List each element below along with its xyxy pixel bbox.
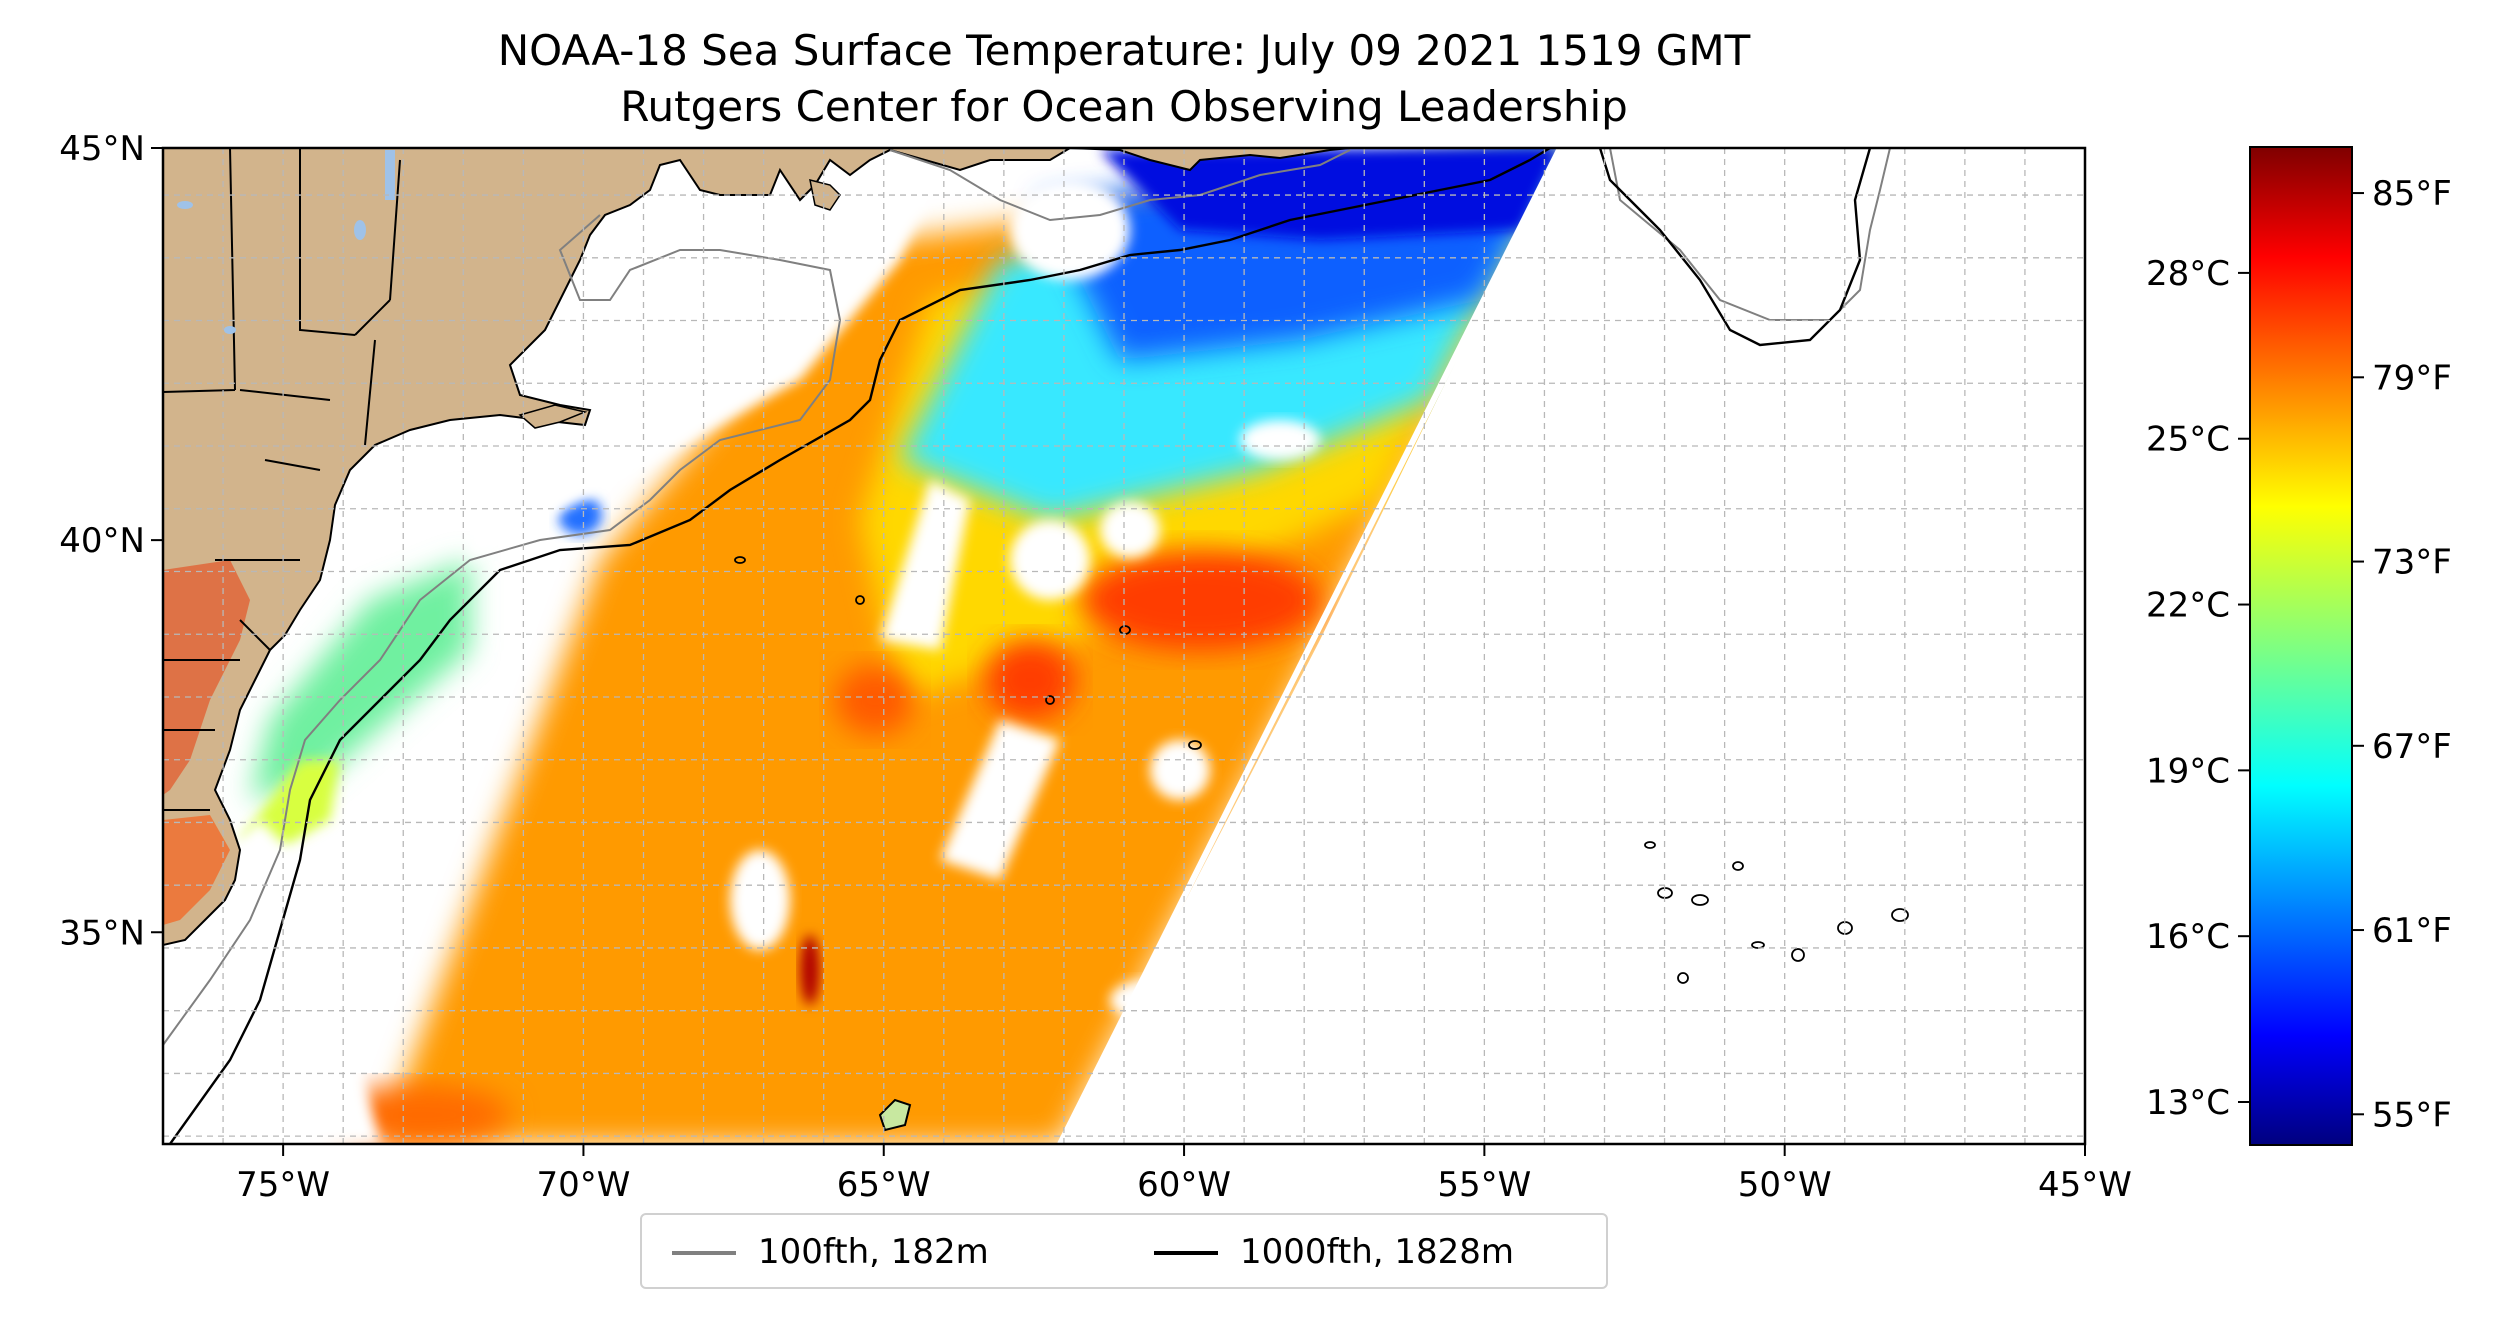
- colorbar: [2249, 146, 2353, 1146]
- lon-tick-label: 55°W: [1437, 1165, 1531, 1205]
- colorbar-f-tick-label: 85°F: [2372, 174, 2452, 214]
- legend: 100fth, 182m 1000fth, 1828m: [640, 1213, 1608, 1289]
- colorbar-c-tick-label: 13°C: [2146, 1083, 2230, 1123]
- contour-100fth: [163, 214, 842, 1046]
- lon-tick-label: 75°W: [236, 1165, 330, 1205]
- lat-tick-label: 35°N: [59, 913, 145, 953]
- chart-title: NOAA-18 Sea Surface Temperature: July 09…: [497, 26, 1751, 75]
- land-mass: [163, 148, 1351, 947]
- contour-1000fth: [169, 148, 1551, 1144]
- lon-tick-label: 50°W: [1738, 1165, 1832, 1205]
- legend-swatch-1000fth: [1154, 1251, 1218, 1255]
- lon-tick-label: 65°W: [837, 1165, 931, 1205]
- lat-tick-label: 45°N: [59, 129, 145, 169]
- legend-label-1000fth: 1000fth, 1828m: [1240, 1232, 1515, 1272]
- map-axis-ticks: 75°W 70°W 65°W 60°W 55°W 50°W 45°W 45°N 40°N 35°N: [59, 129, 2132, 1205]
- map-frame: [161, 146, 2087, 1146]
- north-america-land: [163, 148, 1072, 947]
- colorbar-ticks: 85°F 79°F 73°F 67°F 61°F 55°F 28°C 25°C 22°C 19°C…: [2146, 174, 2452, 1135]
- chesapeake-bay: [163, 560, 250, 795]
- colorbar-c-tick-label: 19°C: [2146, 751, 2230, 791]
- long-island: [518, 404, 588, 429]
- lat-tick-label: 40°N: [59, 521, 145, 561]
- colorbar-c-tick-label: 25°C: [2146, 420, 2230, 460]
- sst-imagery: [163, 148, 2085, 1144]
- colorbar-c-tick-label: 16°C: [2146, 917, 2230, 957]
- depth-contours: [163, 148, 1909, 1144]
- colorbar-f-tick-label: 61°F: [2372, 911, 2452, 951]
- lon-tick-label: 60°W: [1137, 1165, 1231, 1205]
- colorbar-c-tick-label: 22°C: [2146, 586, 2230, 626]
- chart-subtitle: Rutgers Center for Ocean Observing Leade…: [620, 82, 1628, 131]
- map-gridlines: [163, 148, 2085, 1144]
- legend-swatch-100fth: [672, 1251, 736, 1255]
- colorbar-c-tick-label: 28°C: [2146, 254, 2230, 294]
- lon-tick-label: 70°W: [536, 1165, 630, 1205]
- legend-label-100fth: 100fth, 182m: [758, 1232, 989, 1272]
- map-plot-area: [163, 148, 2085, 1144]
- colorbar-f-tick-label: 79°F: [2372, 358, 2452, 398]
- colorbar-f-tick-label: 55°F: [2372, 1095, 2452, 1135]
- colorbar-f-tick-label: 73°F: [2372, 543, 2452, 583]
- lon-tick-label: 45°W: [2038, 1165, 2132, 1205]
- colorbar-f-tick-label: 67°F: [2372, 727, 2452, 767]
